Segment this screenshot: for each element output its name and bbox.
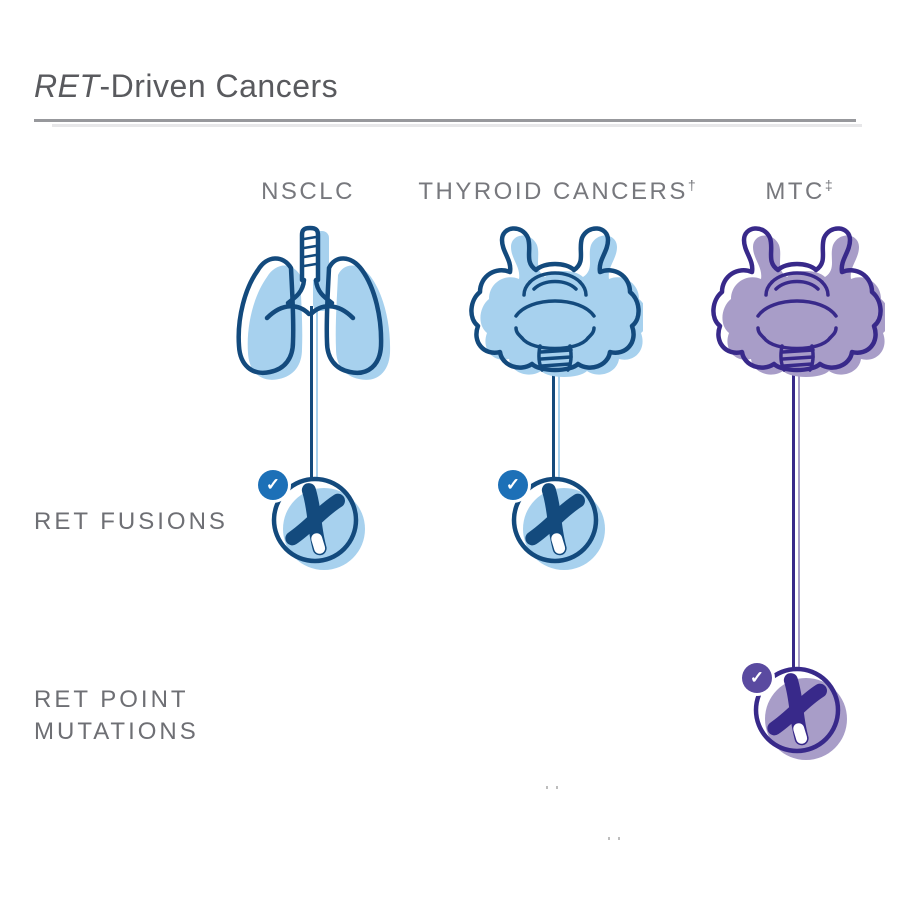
connector-line-shadow-thyroid <box>558 372 560 478</box>
checkmark-icon-mtc: ✓ <box>742 663 772 693</box>
connector-line-thyroid <box>552 372 555 478</box>
connector-line-shadow-nsclc <box>316 306 318 478</box>
stray-speck <box>546 786 558 789</box>
stray-speck <box>608 837 620 840</box>
connector-line-shadow-mtc <box>798 372 800 668</box>
connector-line-mtc <box>792 372 795 668</box>
gene-name: RET <box>34 68 100 104</box>
title-divider <box>34 119 856 122</box>
column-header-nsclc: NSCLC <box>261 178 355 205</box>
column-header-thyroid-cancers: THYROID CANCERS† <box>418 177 696 205</box>
column-header-mtc: MTC‡ <box>765 177 833 205</box>
connector-line-nsclc <box>310 306 313 478</box>
title-rest: -Driven Cancers <box>99 68 339 104</box>
row-label-ret-point-mutations: RET POINT MUTATIONS <box>34 686 199 745</box>
lungs-icon <box>238 228 391 380</box>
footnote-marker: ‡ <box>824 177 833 193</box>
thyroid-icon <box>471 228 643 377</box>
page-title: RET-Driven Cancers <box>34 68 338 105</box>
footnote-marker: † <box>687 177 696 193</box>
checkmark-icon-thyroid: ✓ <box>498 470 528 500</box>
checkmark-icon-nsclc: ✓ <box>258 470 288 500</box>
row-label-ret-fusions: RET FUSIONS <box>34 508 228 535</box>
thyroid-icon-mtc <box>713 228 885 377</box>
title-divider-shadow <box>52 124 862 127</box>
